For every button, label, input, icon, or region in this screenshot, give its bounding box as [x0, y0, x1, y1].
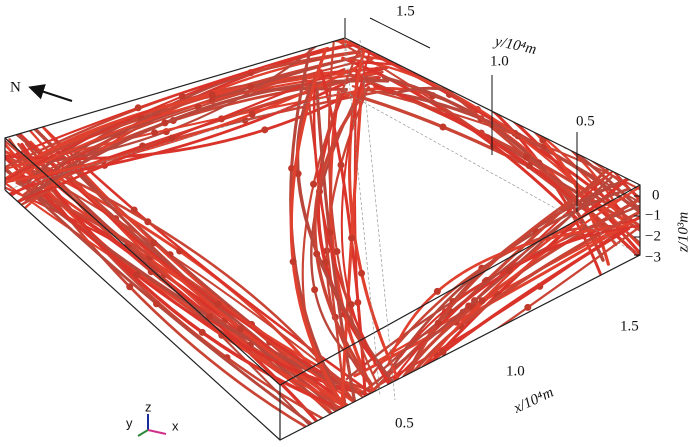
x-tick-label: 1.5 [620, 318, 639, 334]
streamline [301, 38, 366, 419]
streamline [554, 120, 562, 128]
streamline [5, 159, 348, 440]
streamline [439, 123, 447, 131]
streamline [15, 60, 339, 168]
y-tick-label: 0.5 [576, 113, 595, 129]
streamline [327, 38, 400, 423]
streamline [208, 91, 216, 99]
streamline [178, 92, 186, 100]
streamline [198, 328, 206, 336]
streamlines [5, 38, 640, 440]
streamline [478, 297, 486, 305]
streamline [134, 104, 142, 112]
streamline [29, 140, 362, 418]
x-axis-label: x/10⁴m [510, 384, 556, 417]
streamline [20, 142, 374, 422]
streamline [465, 302, 473, 310]
streamline [351, 85, 640, 207]
streamline [337, 161, 345, 169]
streamline [380, 183, 612, 372]
z-tick-label: −2 [645, 228, 661, 244]
streamline [401, 176, 607, 399]
z-tick-label: −1 [645, 207, 661, 223]
streamline [161, 119, 169, 127]
streamline [247, 83, 255, 91]
z-tick-label: 0 [652, 187, 660, 203]
y-tick-label: 1.5 [396, 3, 415, 19]
streamline [434, 319, 442, 327]
streamline [387, 225, 616, 367]
north-arrow [28, 84, 73, 102]
streamline [381, 75, 605, 262]
streamline [469, 90, 477, 98]
streamline [524, 303, 532, 311]
streamline [539, 136, 547, 144]
streamline [339, 85, 364, 419]
streamline [377, 224, 640, 402]
streamline [206, 313, 214, 321]
streamline [347, 300, 355, 308]
streamline [348, 234, 356, 242]
streamline [168, 134, 176, 142]
streamline [248, 110, 256, 118]
streamline [333, 247, 341, 255]
streamline [358, 269, 366, 277]
streamline [439, 348, 447, 356]
streamline [315, 87, 362, 429]
axis-ticks [344, 17, 640, 256]
streamline [459, 81, 467, 89]
streamline [311, 286, 319, 294]
streamline [294, 170, 302, 178]
streamline [153, 300, 161, 308]
streamline [525, 162, 533, 170]
streamline [144, 218, 152, 226]
streamline [341, 57, 640, 252]
streamline [151, 129, 159, 137]
triad-label: x [172, 418, 179, 433]
streamline [523, 153, 531, 161]
triad-label: z [145, 399, 152, 414]
streamline [34, 90, 384, 191]
streamline [295, 75, 395, 384]
streamline [261, 126, 269, 134]
streamline [15, 181, 362, 436]
streamline [519, 112, 527, 120]
streamline [289, 258, 297, 266]
z-tick-label: −3 [645, 249, 661, 265]
box [4, 37, 641, 441]
streamline [133, 271, 141, 279]
streamline [478, 88, 486, 96]
y-tick-label: 1.0 [490, 53, 509, 69]
triad-label: y [126, 415, 133, 430]
streamline [313, 250, 321, 258]
streamline [5, 52, 383, 184]
streamline [360, 175, 613, 395]
streamline [126, 283, 134, 291]
streamline [150, 239, 158, 247]
x-tick-label: 0.5 [395, 415, 414, 431]
streamline [34, 62, 353, 179]
streamline [214, 300, 222, 308]
streamline [17, 142, 358, 438]
streamline [289, 47, 356, 423]
streamline [26, 70, 352, 164]
streamline [505, 266, 513, 274]
streamline [310, 180, 318, 188]
streamline [550, 133, 558, 141]
streamline [433, 287, 441, 295]
streamline [13, 78, 390, 206]
axis-triad: z y x [126, 399, 179, 437]
x-tick-label: 1.0 [506, 363, 525, 379]
z-axis-label: z/10³m [675, 212, 691, 254]
streamline [313, 86, 373, 386]
streamline [236, 325, 244, 333]
compass-label: N [10, 79, 21, 95]
